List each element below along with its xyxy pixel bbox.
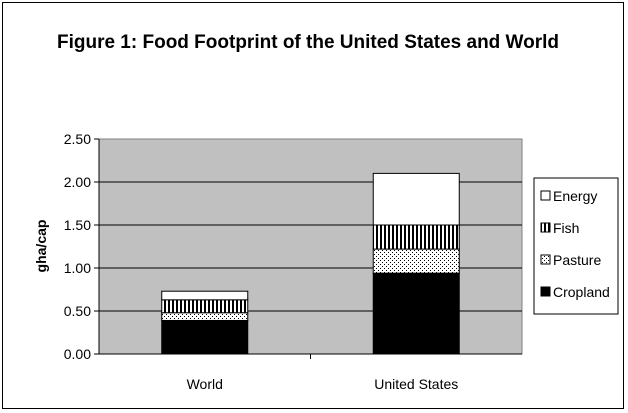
legend-label-energy: Energy bbox=[553, 188, 597, 204]
y-tick-label: 1.00 bbox=[64, 260, 91, 276]
bar-segment-pasture bbox=[372, 248, 460, 274]
y-tick-label: 2.50 bbox=[64, 131, 91, 147]
legend-swatch-energy bbox=[540, 190, 551, 201]
y-tick-label: 1.50 bbox=[64, 217, 91, 233]
y-tick-label: 0.00 bbox=[64, 346, 91, 362]
x-tick-label: United States bbox=[374, 376, 458, 392]
y-tick-label: 2.00 bbox=[64, 174, 91, 190]
legend-swatch-fish bbox=[540, 222, 551, 233]
bar-segment-cropland bbox=[372, 272, 460, 355]
x-tick-label: World bbox=[187, 376, 223, 392]
bar-segment-pasture bbox=[161, 312, 249, 321]
bar-segment-energy bbox=[372, 172, 460, 226]
legend-swatch-cropland bbox=[540, 286, 551, 297]
legend-swatch-pasture bbox=[540, 254, 551, 265]
legend-label-fish: Fish bbox=[553, 220, 579, 236]
bar-segment-energy bbox=[161, 290, 249, 301]
y-tick-label: 0.50 bbox=[64, 303, 91, 319]
legend-label-pasture: Pasture bbox=[553, 252, 601, 268]
legend-label-cropland: Cropland bbox=[553, 284, 610, 300]
chart-title: Figure 1: Food Footprint of the United S… bbox=[56, 32, 560, 53]
bar-segment-cropland bbox=[161, 319, 249, 355]
y-axis-label: gha/cap bbox=[33, 220, 49, 273]
bar-segment-fish bbox=[372, 224, 460, 250]
bar-segment-fish bbox=[161, 299, 249, 314]
